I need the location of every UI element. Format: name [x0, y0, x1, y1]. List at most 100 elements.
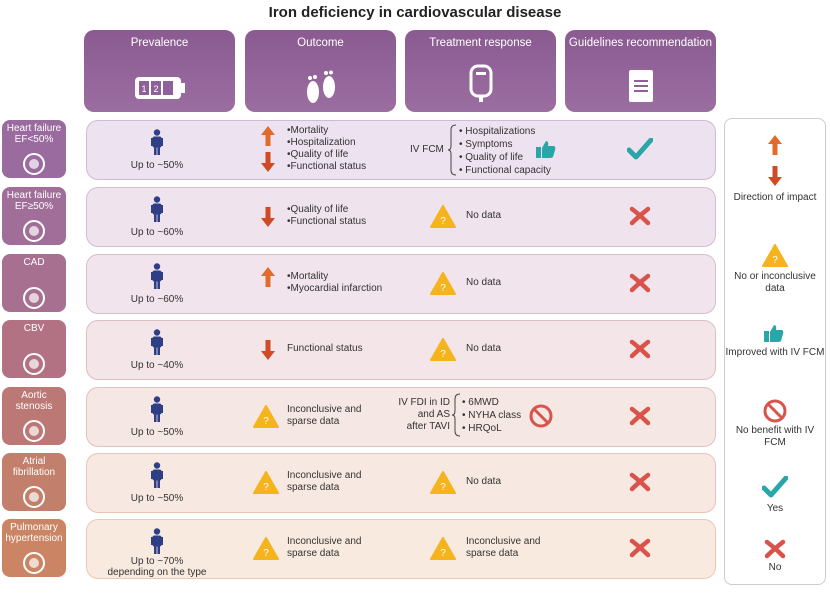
condition-name: CBV — [23, 323, 45, 334]
treatment-text: No data — [466, 210, 501, 222]
row-background — [86, 453, 716, 513]
up-arrow-icon — [261, 267, 275, 287]
svg-text:?: ? — [440, 283, 446, 294]
prevalence-line: depending on the type — [107, 567, 207, 578]
cross-icon — [764, 539, 786, 559]
condition-name: Aortic stenosis — [15, 390, 53, 412]
outcome-item: sparse data — [287, 548, 340, 559]
treatment-prefix-line: IV FDI in ID — [398, 397, 450, 408]
treatment-item: • HRQoL — [462, 423, 502, 434]
condition-illustration-icon — [23, 287, 45, 309]
prevalence-value: Up to ~50% — [130, 160, 184, 171]
warning-icon: ? — [253, 471, 279, 494]
row-background — [86, 320, 716, 380]
footprints-icon — [306, 70, 335, 103]
row-background — [86, 519, 716, 579]
column-header-1: Prevalence 1 2 — [84, 30, 235, 112]
treatment-prefix-line: after TAVI — [406, 421, 450, 432]
svg-text:?: ? — [440, 216, 446, 227]
legend-label: Direction of impact — [733, 192, 817, 203]
no-benefit-icon — [763, 399, 787, 423]
outcome-list: Inconclusive and sparse data — [287, 404, 362, 428]
no-benefit-icon — [529, 404, 553, 428]
treatment-item: • Quality of life — [459, 152, 524, 163]
condition-illustration-icon — [23, 552, 45, 574]
treatment-prefix: IV FDI in ID and AS after TAVI — [390, 397, 450, 433]
warning-icon: ? — [762, 244, 788, 267]
person-icon — [151, 196, 163, 222]
warning-icon: ? — [430, 537, 456, 560]
legend-label: Yes — [766, 503, 784, 514]
column-header-label: Treatment response — [429, 37, 532, 49]
svg-text:?: ? — [263, 416, 269, 427]
svg-text:?: ? — [440, 482, 446, 493]
warning-icon: ? — [253, 405, 279, 428]
treatment-item: • Symptoms — [459, 139, 513, 150]
outcome-item: Functional status — [287, 343, 363, 354]
outcome-list: •Mortality •Hospitalization •Quality of li… — [287, 125, 366, 173]
outcome-item: •Functional status — [287, 161, 367, 172]
condition-label-3: CAD — [2, 254, 66, 312]
treatment-item: • NYHA class — [462, 410, 522, 421]
cross-icon — [629, 538, 651, 558]
check-icon — [627, 138, 653, 160]
condition-label-7: Pulmonary hypertension — [2, 519, 66, 577]
prevalence-value: Up to ~50% — [130, 493, 184, 504]
legend-label: No — [768, 562, 782, 573]
prevalence-value: Up to ~60% — [130, 227, 184, 238]
svg-text:?: ? — [440, 548, 446, 559]
thumbs-up-icon — [764, 325, 784, 342]
svg-text:1: 1 — [141, 84, 146, 94]
treatment-item: • Hospitalizations — [459, 126, 536, 137]
outcome-item: •Quality of life — [287, 204, 349, 215]
condition-label-2: Heart failure EF≥50% — [2, 187, 66, 245]
treatment-line: sparse data — [466, 548, 519, 559]
person-icon — [151, 396, 163, 422]
condition-illustration-icon — [23, 420, 45, 442]
condition-name: CAD — [23, 257, 45, 268]
warning-icon: ? — [430, 338, 456, 361]
svg-text:?: ? — [263, 482, 269, 493]
treatment-item: • 6MWD — [462, 397, 499, 408]
treatment-line: No data — [466, 476, 502, 487]
column-header-3: Treatment response — [405, 30, 556, 112]
row-background — [86, 120, 716, 180]
legend-label: Improved with IV FCM — [725, 347, 825, 358]
prevalence-value: Up to ~40% — [130, 360, 184, 371]
down-arrow-icon — [261, 152, 275, 172]
outcome-item: Inconclusive and — [287, 404, 362, 415]
outcome-item: sparse data — [287, 482, 340, 493]
column-header-label: Prevalence — [130, 37, 189, 49]
treatment-item: • Functional capacity — [459, 165, 551, 176]
condition-illustration-icon — [23, 353, 45, 375]
row-background — [86, 187, 716, 247]
outcome-item: Inconclusive and — [287, 470, 362, 481]
legend-label: No or inconclusive data — [734, 271, 816, 294]
warning-icon: ? — [430, 272, 456, 295]
outcome-item: •Mortality — [287, 271, 329, 282]
prevalence-line: Up to ~70% — [130, 556, 184, 567]
row-background — [86, 387, 716, 447]
condition-label-5: Aortic stenosis — [2, 387, 66, 445]
figure-title: Iron deficiency in cardiovascular diseas… — [268, 4, 562, 21]
outcome-list: •Quality of life •Functional status — [287, 204, 366, 228]
person-icon — [151, 528, 163, 554]
treatment-text: No data — [466, 277, 501, 289]
outcome-item: •Quality of life — [287, 149, 349, 160]
outcome-item: •Mortality — [287, 125, 329, 136]
cross-icon — [629, 273, 651, 293]
treatment-text: No data — [466, 476, 501, 488]
cross-icon — [629, 472, 651, 492]
condition-label-1: Heart failure EF<50% — [2, 120, 66, 178]
treatment-prefix: IV FCM — [410, 144, 444, 155]
down-arrow-icon — [261, 340, 275, 360]
outcome-list: Functional status — [287, 343, 363, 355]
prevalence-value: Up to ~60% — [130, 294, 184, 305]
treatment-line: No data — [466, 343, 502, 354]
treatment-list: • 6MWD • NYHA class • HRQoL — [462, 396, 521, 435]
person-icon — [151, 129, 163, 155]
outcome-item: •Functional status — [287, 216, 367, 227]
down-arrow-icon — [768, 166, 782, 186]
warning-icon: ? — [430, 205, 456, 228]
